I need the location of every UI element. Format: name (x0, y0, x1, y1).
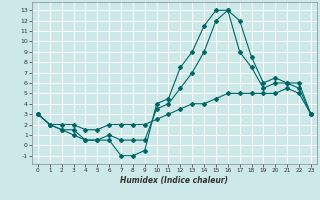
X-axis label: Humidex (Indice chaleur): Humidex (Indice chaleur) (120, 176, 228, 185)
